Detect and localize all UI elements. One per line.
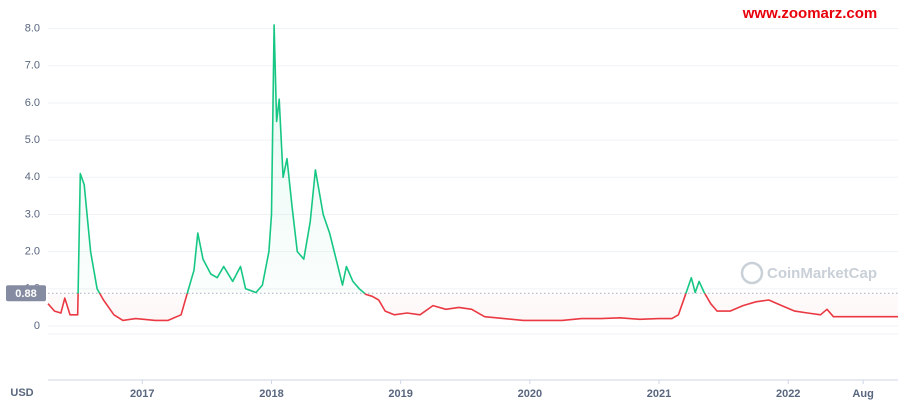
y-tick-label: 4.0 — [25, 171, 40, 183]
baseline-badge — [6, 285, 46, 302]
y-tick-label: 7.0 — [25, 60, 40, 72]
y-tick-label: 8.0 — [25, 22, 40, 34]
y-tick-label: 6.0 — [25, 97, 40, 109]
x-tick-label: 2020 — [518, 388, 542, 400]
x-tick-label: 2018 — [259, 388, 283, 400]
x-tick-label: 2017 — [130, 388, 154, 400]
price-line — [47, 24, 898, 322]
x-tick-label: 2019 — [388, 388, 412, 400]
watermark: www.zoomarz.com — [742, 5, 877, 22]
x-tick-label: 2022 — [776, 388, 800, 400]
baseline-label: 0.88 — [15, 288, 36, 300]
y-tick-label: 3.0 — [25, 208, 40, 220]
y-tick-label: 5.0 — [25, 134, 40, 146]
x-tick-label: Aug — [852, 388, 873, 400]
brand-logo — [740, 261, 764, 285]
brand-label: CoinMarketCap — [767, 265, 877, 282]
y-tick-label: 2.0 — [25, 246, 40, 258]
y-tick-label: 0 — [34, 320, 40, 332]
y-unit-label: USD — [10, 387, 33, 399]
x-tick-label: 2021 — [647, 388, 671, 400]
